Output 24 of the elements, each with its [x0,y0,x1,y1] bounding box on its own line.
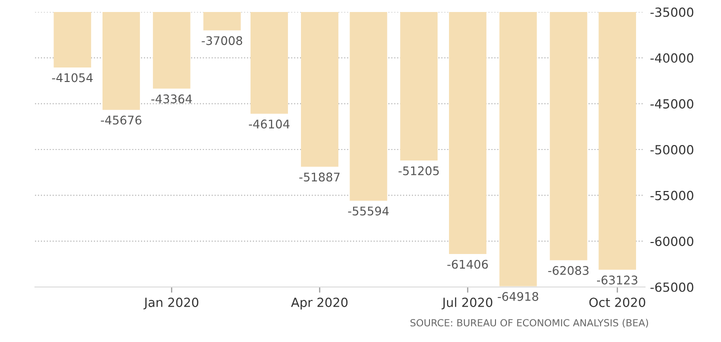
data-label: -51205 [398,166,439,176]
y-tick-label: -60000 [650,236,694,246]
data-label: -37008 [202,36,242,46]
data-label: -41054 [52,73,93,82]
data-label: -62083 [548,266,589,275]
y-tick-label: -55000 [650,190,694,200]
x-tick-label: Oct 2020 [589,298,646,308]
data-label: -45676 [100,116,142,125]
x-tick-label: Apr 2020 [291,298,348,310]
x-tick-label: Jul 2020 [442,297,492,310]
y-tick-label: -50000 [650,144,694,154]
data-label: -63123 [597,276,638,284]
data-label: -55594 [348,206,389,216]
x-tick-label: Jan 2020 [143,298,198,310]
data-label: -46104 [248,120,290,128]
source-note: SOURCE: BUREAU OF ECONOMIC ANALYSIS (BEA) [410,318,648,328]
data-label: -51887 [299,172,340,182]
y-tick-label: -45000 [650,99,694,109]
data-label: -64918 [498,292,538,301]
y-tick-label: -40000 [650,53,694,63]
y-tick-label: -35000 [650,7,694,17]
data-label: -61406 [447,260,488,269]
y-tick-label: -65000 [650,282,694,292]
data-label: -43364 [151,94,192,104]
